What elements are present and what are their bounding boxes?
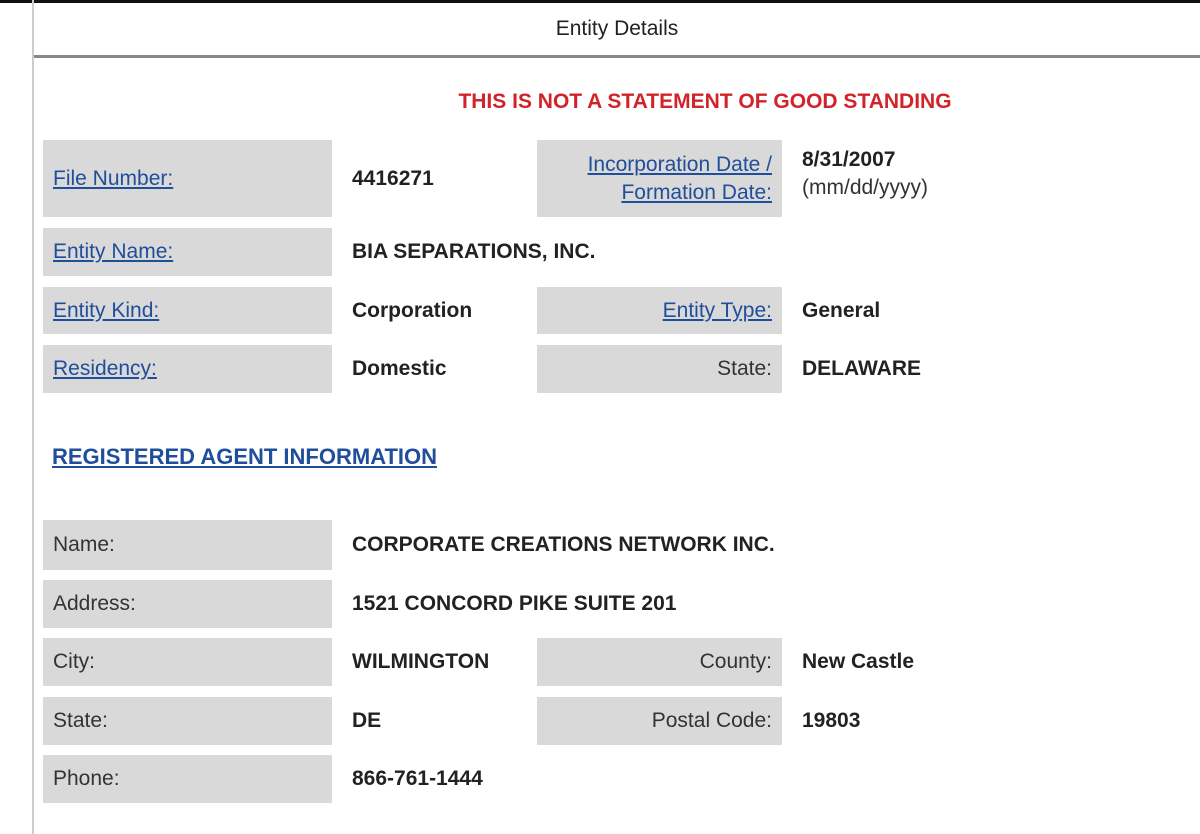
agent-county-value: New Castle	[802, 650, 915, 673]
residency-value: Domestic	[352, 357, 447, 380]
file-number-value: 4416271	[352, 166, 434, 190]
date-format-hint: (mm/dd/yyyy)	[802, 176, 928, 199]
entity-kind-value: Corporation	[352, 298, 473, 322]
entity-type-label-cell: Entity Type:	[537, 287, 782, 334]
agent-city-value: WILMINGTON	[352, 650, 490, 673]
agent-city-label: City:	[43, 638, 332, 686]
state-value: DELAWARE	[802, 357, 922, 380]
registered-agent-link[interactable]: REGISTERED AGENT INFORMATION	[52, 444, 437, 469]
agent-name-label: Name:	[43, 520, 332, 570]
page-title: Entity Details	[34, 3, 1200, 58]
file-number-label-cell: File Number:	[43, 140, 332, 217]
top-border	[0, 0, 1200, 3]
entity-type-link[interactable]: Entity Type:	[662, 298, 772, 322]
agent-address-value: 1521 CONCORD PIKE SUITE 201	[352, 592, 677, 615]
agent-county-label: County:	[537, 638, 782, 686]
good-standing-warning: THIS IS NOT A STATEMENT OF GOOD STANDING	[458, 90, 952, 113]
agent-state-value: DE	[352, 709, 382, 732]
agent-phone-label: Phone:	[43, 755, 332, 803]
entity-name-label-cell: Entity Name:	[43, 228, 332, 276]
entity-name-link[interactable]: Entity Name:	[53, 240, 174, 263]
agent-address-label: Address:	[43, 580, 332, 628]
incorporation-date-link[interactable]: Incorporation Date /	[587, 152, 772, 176]
agent-postal-label: Postal Code:	[537, 697, 782, 745]
agent-state-label: State:	[43, 697, 332, 745]
entity-kind-link[interactable]: Entity Kind:	[53, 298, 160, 322]
agent-name-value: CORPORATE CREATIONS NETWORK INC.	[352, 533, 775, 556]
incorporation-date-value: 8/31/2007 (mm/dd/yyyy)	[802, 148, 928, 200]
entity-name-value: BIA SEPARATIONS, INC.	[352, 240, 596, 263]
residency-label-cell: Residency:	[43, 345, 332, 393]
residency-link[interactable]: Residency:	[53, 357, 157, 380]
formation-date-link[interactable]: Formation Date:	[621, 180, 772, 204]
content-frame	[32, 0, 1200, 834]
agent-phone-value: 866-761-1444	[352, 767, 483, 790]
incorporation-date-label-cell: Incorporation Date / Formation Date:	[537, 140, 782, 217]
state-label: State:	[537, 345, 782, 393]
agent-postal-value: 19803	[802, 709, 861, 732]
entity-type-value: General	[802, 298, 881, 322]
entity-kind-label-cell: Entity Kind:	[43, 287, 332, 334]
incorporation-date: 8/31/2007	[802, 148, 896, 171]
file-number-link[interactable]: File Number:	[53, 166, 174, 190]
